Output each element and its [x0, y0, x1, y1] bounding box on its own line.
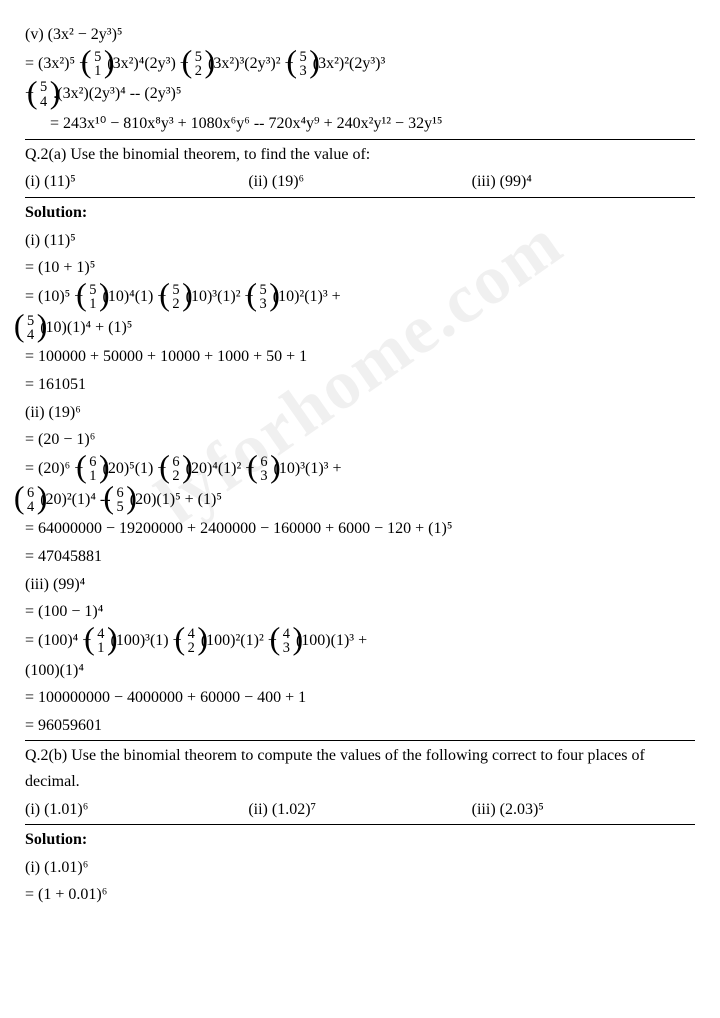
- k: 3: [260, 297, 267, 311]
- k: 4: [27, 328, 34, 342]
- t: (10)³(1)³ +: [274, 460, 342, 477]
- sol-ii-1: (ii) (19)⁶: [25, 400, 695, 426]
- n: 5: [172, 283, 179, 297]
- binom-4-3: 43: [281, 627, 292, 656]
- sol-i-2: = (10 + 1)⁵: [25, 255, 695, 281]
- sol-ii-6: = 47045881: [25, 544, 695, 570]
- k: 3: [260, 469, 267, 483]
- binom-4-2: 42: [186, 627, 197, 656]
- sol-iii-2: = (100 − 1)⁴: [25, 599, 695, 625]
- n: 4: [97, 627, 104, 641]
- binom-5-2: 52: [193, 50, 204, 79]
- n: 6: [172, 455, 179, 469]
- k: 3: [283, 641, 290, 655]
- k: 2: [195, 64, 202, 78]
- q2b-iii: (iii) (2.03)⁵: [472, 797, 695, 823]
- n: 5: [300, 50, 307, 64]
- binom-5-3: 53: [298, 50, 309, 79]
- sol-b-2: = (1 + 0.01)⁶: [25, 882, 695, 908]
- divider: [25, 139, 695, 140]
- binom-5-1: 51: [92, 50, 103, 79]
- t: Solution:: [25, 204, 87, 221]
- n: 5: [89, 283, 96, 297]
- n: 6: [260, 455, 267, 469]
- binom-5-4: 54: [38, 80, 49, 109]
- t: Solution:: [25, 831, 87, 848]
- k: 1: [94, 64, 101, 78]
- n: 6: [117, 486, 124, 500]
- binom-6-4: 64: [25, 486, 36, 515]
- k: 2: [172, 297, 179, 311]
- q2a-parts: (i) (11)⁵ (ii) (19)⁶ (iii) (99)⁴: [25, 169, 695, 195]
- sol-ii-2: = (20 − 1)⁶: [25, 427, 695, 453]
- t: (100)(1)³ +: [296, 632, 367, 649]
- q2a-iii: (iii) (99)⁴: [472, 169, 695, 195]
- sol-iii-4: (100)(1)⁴: [25, 658, 695, 684]
- k: 4: [40, 95, 47, 109]
- sol-i-3: = (10)⁵ + 51 (10)⁴(1) + 52 (10)³(1)² + 5…: [25, 283, 695, 312]
- expr-v-3: + 54 .(3x²)(2y³)⁴ -- (2y³)⁵: [25, 80, 695, 109]
- document-body: (v) (3x² − 2y³)⁵ = (3x²)⁵ − 51 (3x²)⁴(2y…: [25, 22, 695, 908]
- t: .(3x²)(2y³)⁴ -- (2y³)⁵: [53, 85, 181, 102]
- q2a-ii: (ii) (19)⁶: [248, 169, 471, 195]
- k: 4: [27, 500, 34, 514]
- n: 5: [260, 283, 267, 297]
- binom-5-1: 51: [87, 283, 98, 312]
- k: 2: [188, 641, 195, 655]
- solution-label: Solution:: [25, 200, 695, 226]
- n: 5: [195, 50, 202, 64]
- t: (20)(1)⁵ + (1)⁵: [130, 491, 222, 508]
- sol-i-1: (i) (11)⁵: [25, 228, 695, 254]
- divider: [25, 824, 695, 825]
- sol-iii-3: = (100)⁴ − 41 (100)³(1) + 42 (100)²(1)² …: [25, 627, 695, 656]
- binom-6-3: 63: [258, 455, 269, 484]
- q2b-title: Q.2(b) Use the binomial theorem to compu…: [25, 743, 695, 794]
- binom-5-4: 54: [25, 314, 36, 343]
- binom-4-1: 41: [95, 627, 106, 656]
- n: 4: [283, 627, 290, 641]
- solution-label-b: Solution:: [25, 827, 695, 853]
- k: 2: [172, 469, 179, 483]
- q2a-i: (i) (11)⁵: [25, 169, 248, 195]
- k: 3: [300, 64, 307, 78]
- binom-5-2: 52: [170, 283, 181, 312]
- divider: [25, 740, 695, 741]
- sol-iii-1: (iii) (99)⁴: [25, 572, 695, 598]
- expr-v-1: (v) (3x² − 2y³)⁵: [25, 22, 695, 48]
- k: 1: [97, 641, 104, 655]
- t: (3x²)²(2y³)³: [313, 55, 386, 72]
- binom-5-3: 53: [258, 283, 269, 312]
- k: 1: [89, 297, 96, 311]
- binom-6-2: 62: [170, 455, 181, 484]
- k: 5: [117, 500, 124, 514]
- sol-b-1: (i) (1.01)⁶: [25, 855, 695, 881]
- binom-6-1: 61: [87, 455, 98, 484]
- n: 6: [27, 486, 34, 500]
- sol-ii-4: 64 (20)²(1)⁴ -- 65 (20)(1)⁵ + (1)⁵: [25, 486, 695, 515]
- n: 5: [27, 314, 34, 328]
- q2b-i: (i) (1.01)⁶: [25, 797, 248, 823]
- t: (10)²(1)³ +: [273, 288, 341, 305]
- t: (3x²)³(2y³)² −: [208, 55, 298, 72]
- sol-i-6: = 161051: [25, 372, 695, 398]
- expr-v-2: = (3x²)⁵ − 51 (3x²)⁴(2y³) + 52 (3x²)³(2y…: [25, 50, 695, 79]
- q2a-title: Q.2(a) Use the binomial theorem, to find…: [25, 142, 695, 168]
- t: (3x²)⁴(2y³) +: [107, 55, 193, 72]
- sol-ii-5: = 64000000 − 19200000 + 2400000 − 160000…: [25, 516, 695, 542]
- sol-i-4: 54 (10)(1)⁴ + (1)⁵: [25, 314, 695, 343]
- n: 6: [89, 455, 96, 469]
- t: (10)(1)⁴ + (1)⁵: [40, 319, 132, 336]
- n: 4: [188, 627, 195, 641]
- sol-iii-5: = 100000000 − 4000000 + 60000 − 400 + 1: [25, 685, 695, 711]
- k: 1: [89, 469, 96, 483]
- expr-v-4: = 243x¹⁰ − 810x⁸y³ + 1080x⁶y⁶ -- 720x⁴y⁹…: [25, 111, 695, 137]
- n: 5: [40, 80, 47, 94]
- sol-iii-6: = 96059601: [25, 713, 695, 739]
- q2b-parts: (i) (1.01)⁶ (ii) (1.02)⁷ (iii) (2.03)⁵: [25, 797, 695, 823]
- n: 5: [94, 50, 101, 64]
- q2b-ii: (ii) (1.02)⁷: [248, 797, 471, 823]
- binom-6-5: 65: [115, 486, 126, 515]
- divider: [25, 197, 695, 198]
- sol-i-5: = 100000 + 50000 + 10000 + 1000 + 50 + 1: [25, 344, 695, 370]
